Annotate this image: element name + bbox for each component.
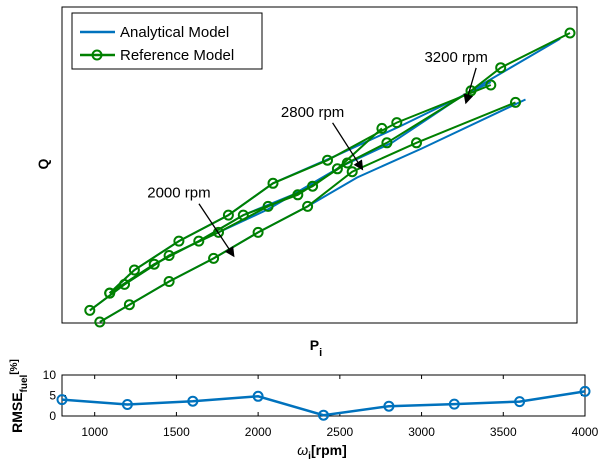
rmse-marker-3200 xyxy=(448,398,460,410)
annotation-arrow-2 xyxy=(332,122,364,171)
reference-marker-2-2 xyxy=(123,299,135,311)
main-plot-xlabel-main: P xyxy=(310,337,319,353)
annotation-label-3: 2000 rpm xyxy=(147,185,210,202)
legend: Analytical Model Reference Model xyxy=(71,12,263,70)
error-plot-ticks: 1000 1500 2000 2500 3000 3500 4000 0 5 10 xyxy=(43,368,599,439)
main-plot: 3200 rpm 2800 rpm 2000 rpm Analytical Mode… xyxy=(35,6,578,359)
x-tick-label-1000: 1000 xyxy=(81,425,108,439)
reference-marker-1-3 xyxy=(173,235,185,247)
annotation-arrow-1 xyxy=(463,67,477,105)
reference-marker-3-2 xyxy=(119,278,130,290)
annotation-arrow-3 xyxy=(198,203,235,258)
reference-marker-3-8 xyxy=(376,122,388,134)
rmse-marker-2000 xyxy=(252,390,264,402)
y-tick-label-0: 0 xyxy=(49,409,56,423)
legend-label-reference: Reference Model xyxy=(120,47,234,64)
rmse-marker-2800 xyxy=(383,400,395,412)
main-plot-ylabel: Q xyxy=(35,158,51,169)
x-tick-label-2500: 2500 xyxy=(326,425,353,439)
legend-label-analytical: Analytical Model xyxy=(120,24,229,41)
reference-marker-2-1 xyxy=(94,316,106,328)
reference-marker-2-3 xyxy=(163,276,175,287)
reference-marker-3-6 xyxy=(307,180,319,192)
x-tick-label-3000: 3000 xyxy=(408,425,435,439)
x-tick-label-1500: 1500 xyxy=(163,425,190,439)
reference-marker-3-1 xyxy=(84,304,96,316)
error-plot-xlabel-sub: i xyxy=(308,451,311,462)
rmse-marker-4000 xyxy=(579,385,591,397)
reference-curve-4 xyxy=(109,32,571,294)
reference-marker-2-8 xyxy=(411,137,422,149)
rmse-marker-2400 xyxy=(318,409,329,421)
reference-marker-3-5 xyxy=(262,200,274,212)
reference-marker-4-9 xyxy=(495,62,507,74)
reference-marker-4-1 xyxy=(104,287,116,299)
error-plot-xlabel-omega: ω xyxy=(297,442,308,458)
rmse-marker-1200 xyxy=(121,399,133,410)
reference-marker-2-6 xyxy=(302,200,314,212)
reference-marker-1-4 xyxy=(222,209,234,221)
rmse-marker-1600 xyxy=(187,395,199,407)
rmse-line xyxy=(61,390,586,417)
annotation-label-1: 3200 rpm xyxy=(424,49,487,66)
reference-curve-2 xyxy=(99,101,516,323)
x-tick-label-3500: 3500 xyxy=(490,425,517,439)
error-plot-xlabel: ωi[rpm] xyxy=(297,442,346,462)
reference-curve-1 xyxy=(109,84,492,294)
error-plot-ylabel: RMSEfuel[%] xyxy=(9,359,30,433)
reference-marker-3-7 xyxy=(331,163,343,175)
error-plot-ylabel-sub: fuel xyxy=(19,374,30,392)
reference-marker-4-3 xyxy=(193,235,205,247)
error-plot-frame xyxy=(61,374,586,417)
rmse-marker-3600 xyxy=(514,396,526,408)
reference-marker-4-2 xyxy=(148,258,160,270)
error-plot-ylabel-main: RMSE xyxy=(9,392,25,432)
legend-marker-reference xyxy=(91,49,103,61)
x-tick-label-4000: 4000 xyxy=(572,425,599,439)
reference-marker-1-6 xyxy=(322,154,333,166)
reference-marker-2-7 xyxy=(346,166,358,178)
reference-marker-4-6 xyxy=(341,157,353,169)
y-tick-label-5: 5 xyxy=(49,389,56,403)
x-tick-label-2000: 2000 xyxy=(245,425,272,439)
main-plot-annotations: 3200 rpm 2800 rpm 2000 rpm xyxy=(147,49,488,258)
error-plot-xlabel-unit: [rpm] xyxy=(311,442,347,458)
error-plot-ylabel-unit: [%] xyxy=(9,359,20,375)
reference-marker-4-4 xyxy=(237,209,249,221)
reference-marker-3-3 xyxy=(163,250,175,261)
reference-marker-2-5 xyxy=(252,226,264,238)
reference-marker-2-4 xyxy=(208,252,220,264)
reference-marker-2-9 xyxy=(510,96,521,108)
error-plot-series xyxy=(56,385,591,421)
legend-box xyxy=(71,12,263,70)
reference-marker-1-8 xyxy=(485,79,497,91)
main-plot-series xyxy=(84,27,576,328)
error-plot: 1000 1500 2000 2500 3000 3500 4000 0 5 10 RMSEfue… xyxy=(9,359,599,462)
y-tick-label-10: 10 xyxy=(43,368,57,382)
reference-marker-1-5 xyxy=(267,177,279,189)
reference-marker-4-10 xyxy=(564,27,576,39)
reference-marker-1-7 xyxy=(391,117,403,129)
annotation-label-2: 2800 rpm xyxy=(281,104,344,121)
rmse-marker-800 xyxy=(56,394,68,406)
reference-marker-4-7 xyxy=(381,137,393,149)
main-plot-xlabel-sub: i xyxy=(319,347,322,359)
reference-marker-1-2 xyxy=(128,264,140,276)
main-plot-xlabel: Pi xyxy=(310,337,322,359)
reference-marker-4-5 xyxy=(292,189,304,201)
